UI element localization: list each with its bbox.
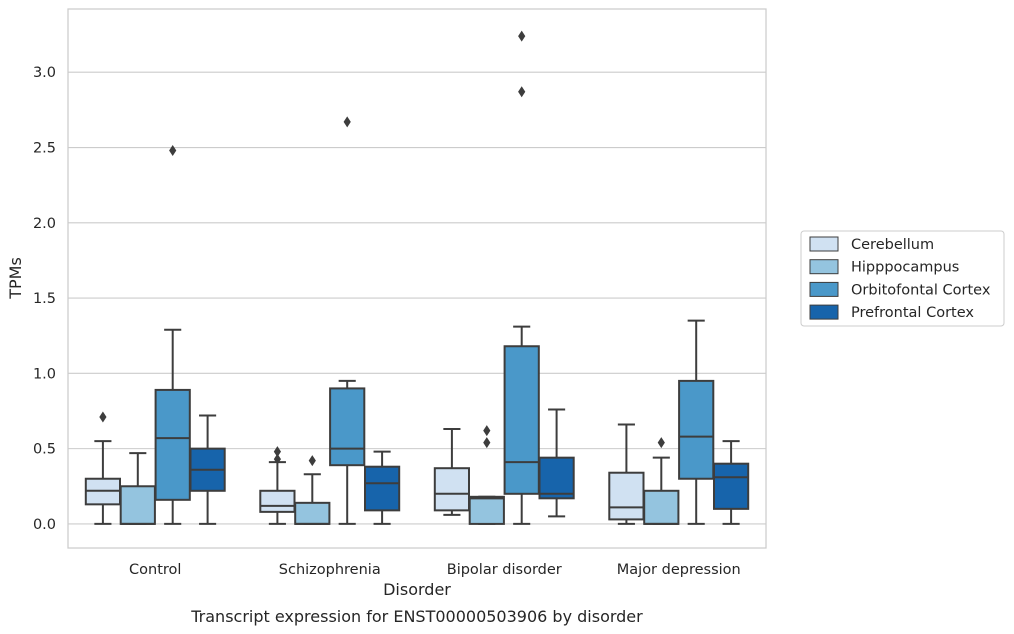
y-tick-label: 2.5 xyxy=(33,141,56,157)
box-body xyxy=(154,388,191,501)
box-body xyxy=(433,467,471,512)
box-cerebellum xyxy=(608,423,645,525)
box-body xyxy=(712,462,750,510)
legend-label: Prefrontal Cortex xyxy=(851,305,974,321)
legend-swatch xyxy=(809,236,839,252)
box-hipppocampus xyxy=(468,425,505,525)
outlier-point xyxy=(273,446,281,458)
outlier-point xyxy=(483,437,491,449)
y-tick-label: 0.5 xyxy=(33,442,56,458)
outlier-point xyxy=(483,425,491,437)
outlier-point xyxy=(518,86,526,98)
box-body xyxy=(503,345,540,495)
box-cerebellum xyxy=(84,411,122,525)
box-body xyxy=(363,465,401,512)
outlier-point xyxy=(518,30,526,42)
x-tick-label: Schizophrenia xyxy=(279,562,381,578)
box-prefrontal-cortex xyxy=(363,450,401,525)
box-cerebellum xyxy=(433,428,471,516)
legend-swatch xyxy=(809,304,839,320)
legend-label: Cerebellum xyxy=(851,237,934,253)
x-axis-label: Disorder xyxy=(383,580,451,599)
y-tick-label: 2.0 xyxy=(33,216,56,232)
box-orbitofontal-cortex xyxy=(503,30,540,525)
legend-label: Hipppocampus xyxy=(851,260,959,276)
legend-frame xyxy=(800,230,1005,327)
x-tick-label: Control xyxy=(129,562,181,578)
box-body xyxy=(294,501,331,525)
boxes xyxy=(84,30,750,525)
y-tick-labels: 0.0 0.5 1.0 1.5 2.0 2.5 3.0 xyxy=(33,65,56,533)
x-tick-labels: Control Schizophrenia Bipolar disorder Majo… xyxy=(129,562,741,578)
box-prefrontal-cortex xyxy=(538,408,575,518)
box-prefrontal-cortex xyxy=(189,414,226,525)
box-body xyxy=(678,379,715,480)
box-body xyxy=(643,489,680,525)
outlier-point xyxy=(343,116,351,128)
box-hipppocampus xyxy=(294,455,331,525)
box-orbitofontal-cortex xyxy=(329,116,366,525)
box-body xyxy=(538,456,575,500)
legend-swatch xyxy=(809,259,839,275)
x-tick-label: Bipolar disorder xyxy=(447,562,562,578)
legend-swatch xyxy=(809,281,839,297)
box-body xyxy=(119,485,156,525)
box-orbitofontal-cortex xyxy=(154,145,191,525)
outlier-point xyxy=(657,437,665,449)
outlier-point xyxy=(273,453,281,465)
outlier-point xyxy=(308,455,316,467)
legend-label: Orbitofontal Cortex xyxy=(851,282,991,298)
box-hipppocampus xyxy=(643,437,680,525)
outlier-point xyxy=(169,145,177,157)
chart-caption: Transcript expression for ENST0000050390… xyxy=(190,607,643,626)
y-tick-label: 0.0 xyxy=(33,517,56,533)
box-hipppocampus xyxy=(119,452,156,525)
box-body xyxy=(468,495,505,525)
box-body xyxy=(259,489,296,513)
outlier-point xyxy=(99,411,107,423)
y-tick-label: 1.5 xyxy=(33,291,56,307)
box-body xyxy=(329,387,366,467)
box-prefrontal-cortex xyxy=(712,440,750,525)
x-tick-label: Major depression xyxy=(617,562,741,578)
y-tick-label: 3.0 xyxy=(33,65,56,81)
plot-frame xyxy=(67,8,767,549)
box-cerebellum xyxy=(259,446,296,525)
box-orbitofontal-cortex xyxy=(678,319,715,525)
y-tick-label: 1.0 xyxy=(33,366,56,382)
box-body xyxy=(608,471,645,521)
y-axis-label: TPMs xyxy=(6,257,25,300)
legend: Cerebellum Hipppocampus Orbitofontal Corte… xyxy=(800,230,1005,327)
